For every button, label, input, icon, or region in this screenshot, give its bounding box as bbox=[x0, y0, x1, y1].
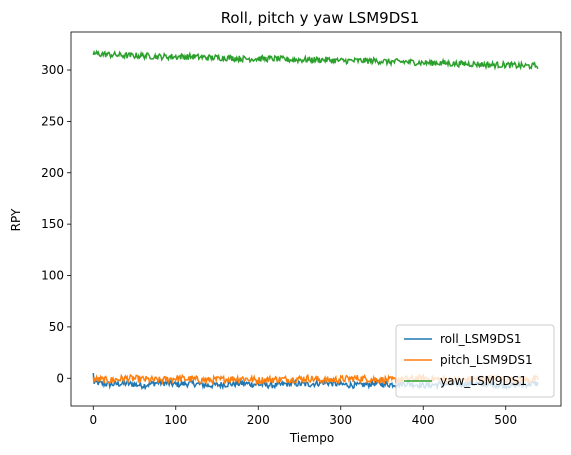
x-tick-label: 100 bbox=[164, 413, 187, 427]
legend-entry: yaw_LSM9DS1 bbox=[440, 374, 527, 388]
x-tick-label: 300 bbox=[329, 413, 352, 427]
y-tick-label: 150 bbox=[41, 217, 64, 231]
x-tick-label: 0 bbox=[89, 413, 97, 427]
y-tick-label: 200 bbox=[41, 166, 64, 180]
x-tick-label: 400 bbox=[412, 413, 435, 427]
legend-entry: pitch_LSM9DS1 bbox=[440, 353, 533, 367]
legend: roll_LSM9DS1 pitch_LSM9DS1 yaw_LSM9DS1 bbox=[395, 324, 555, 398]
y-tick-label: 300 bbox=[41, 63, 64, 77]
y-tick-label: 100 bbox=[41, 269, 64, 283]
y-tick-label: 50 bbox=[49, 320, 64, 334]
y-tick-label: 0 bbox=[56, 371, 64, 385]
series-line-yaw_LSM9DS1 bbox=[92, 49, 539, 71]
chart-title: Roll, pitch y yaw LSM9DS1 bbox=[221, 9, 420, 27]
x-tick-label: 500 bbox=[494, 413, 517, 427]
plot-frame bbox=[70, 31, 562, 407]
y-axis: 0 50 100 150 200 250 300 bbox=[41, 63, 71, 385]
x-axis: 0 100 200 300 400 500 bbox=[89, 406, 517, 427]
y-tick-label: 250 bbox=[41, 114, 64, 128]
x-tick-label: 200 bbox=[247, 413, 270, 427]
y-axis-label: RPY bbox=[9, 208, 23, 231]
legend-box bbox=[395, 324, 555, 398]
x-axis-label: Tiempo bbox=[289, 431, 334, 445]
legend-entry: roll_LSM9DS1 bbox=[440, 332, 521, 346]
